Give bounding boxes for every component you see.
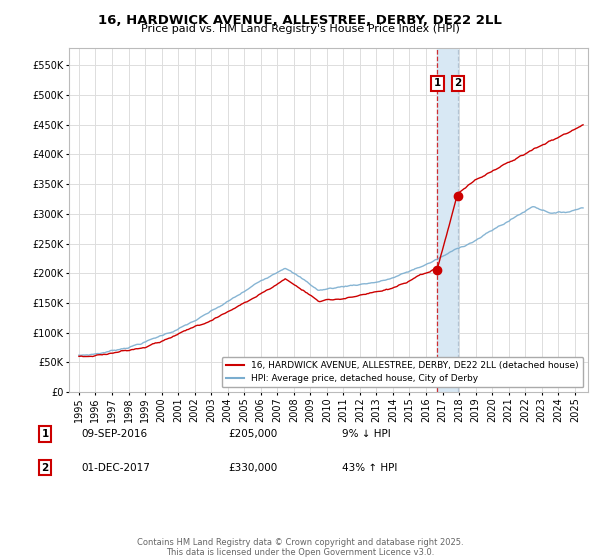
Text: 1: 1 <box>41 429 49 439</box>
Text: 01-DEC-2017: 01-DEC-2017 <box>81 463 150 473</box>
Text: Contains HM Land Registry data © Crown copyright and database right 2025.
This d: Contains HM Land Registry data © Crown c… <box>137 538 463 557</box>
Text: £205,000: £205,000 <box>228 429 277 439</box>
Text: 09-SEP-2016: 09-SEP-2016 <box>81 429 147 439</box>
Text: Price paid vs. HM Land Registry's House Price Index (HPI): Price paid vs. HM Land Registry's House … <box>140 24 460 34</box>
Legend: 16, HARDWICK AVENUE, ALLESTREE, DERBY, DE22 2LL (detached house), HPI: Average p: 16, HARDWICK AVENUE, ALLESTREE, DERBY, D… <box>221 357 583 388</box>
Text: 2: 2 <box>41 463 49 473</box>
Text: 9% ↓ HPI: 9% ↓ HPI <box>342 429 391 439</box>
Text: £330,000: £330,000 <box>228 463 277 473</box>
Text: 2: 2 <box>454 78 461 88</box>
Bar <box>437 48 458 392</box>
Text: 16, HARDWICK AVENUE, ALLESTREE, DERBY, DE22 2LL: 16, HARDWICK AVENUE, ALLESTREE, DERBY, D… <box>98 14 502 27</box>
Text: 43% ↑ HPI: 43% ↑ HPI <box>342 463 397 473</box>
Text: 1: 1 <box>434 78 441 88</box>
